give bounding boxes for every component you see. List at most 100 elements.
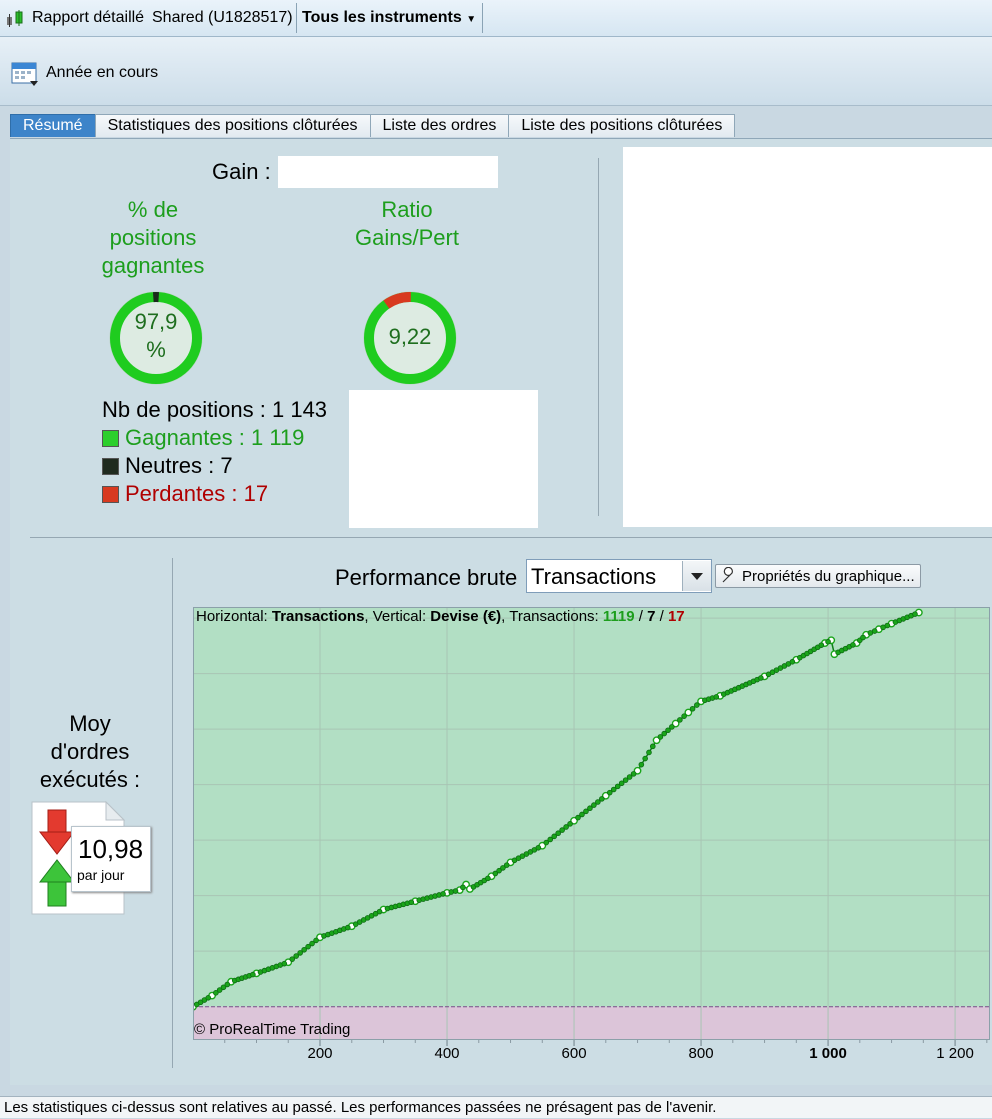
trade-marker [293, 953, 299, 959]
chart-header-slash: / [655, 608, 668, 625]
ratio-donut: 9,22 [358, 286, 462, 390]
data-point [570, 816, 578, 825]
legend-neutral: Neutres : 7 [102, 453, 233, 479]
instrument-dropdown[interactable]: Tous les instruments ▼ [298, 3, 476, 33]
tab-orders-list[interactable]: Liste des ordres [369, 114, 510, 137]
trade-marker [289, 956, 296, 962]
period-button[interactable]: Année en cours [10, 57, 158, 89]
chevron-down-icon [691, 573, 703, 580]
divider [172, 558, 173, 1068]
chart-header-vertical-value: Devise (€) [430, 608, 502, 625]
win-rate-title: % de positions gagnantes [90, 196, 216, 280]
trade-marker [587, 805, 593, 812]
orders-title-line: d'ordres [50, 739, 130, 764]
win-rate-value: 97,9 % [104, 308, 208, 364]
trade-marker [500, 865, 506, 871]
gain-label: Gain : [212, 159, 271, 184]
gain-value-box [278, 156, 498, 188]
tab-closed-positions-list[interactable]: Liste des positions clôturées [508, 114, 736, 137]
trade-marker [622, 777, 629, 783]
chart-header-horizontal-value: Transactions [271, 608, 365, 625]
trade-marker [213, 990, 219, 996]
report-title: Rapport détaillé [32, 9, 145, 26]
trade-marker [614, 783, 621, 790]
positions-count: Nb de positions : 1 143 [102, 397, 328, 422]
performance-label: Performance brute [335, 565, 518, 590]
trade-marker [591, 802, 597, 808]
trade-marker [649, 743, 656, 750]
chart-header-horizontal-label: Horizontal: [196, 608, 272, 625]
x-tick-label: 200 [307, 1045, 333, 1062]
trade-marker [884, 622, 891, 629]
chart-header-transactions-label: , Transactions: [501, 608, 603, 625]
performance-select-dropdown-button[interactable] [682, 561, 711, 591]
x-tick-label: 800 [688, 1045, 714, 1062]
trade-marker [492, 870, 499, 877]
data-point [652, 736, 661, 745]
tab-resume[interactable]: Résumé [10, 114, 96, 137]
data-point [633, 766, 642, 775]
orders-value: 10,98 [78, 834, 144, 864]
trade-marker [860, 634, 866, 641]
trade-marker [657, 734, 664, 740]
trade-marker [460, 884, 466, 891]
neutral-swatch [102, 457, 119, 475]
period-label: Année en cours [46, 64, 159, 81]
trade-marker [758, 675, 764, 681]
orders-title-line: Moy [69, 711, 111, 736]
x-tick-label: 600 [561, 1045, 587, 1062]
calendar-icon [11, 62, 38, 86]
trade-marker [496, 867, 502, 874]
ratio-donut-graphic [363, 291, 457, 385]
trade-marker [313, 937, 319, 944]
trade-marker [220, 984, 227, 991]
chart-properties-button[interactable]: Propriétés du graphique... [715, 564, 921, 588]
performance-select[interactable] [526, 559, 712, 593]
trade-marker [606, 789, 613, 796]
trade-marker [661, 730, 668, 737]
trade-marker [408, 899, 415, 906]
trade-marker [224, 981, 231, 988]
trade-marker [694, 702, 700, 708]
win-rate-title-line: gagnantes [101, 253, 205, 278]
trade-marker [818, 642, 825, 648]
orders-unit: par jour [77, 867, 125, 883]
trade-marker [485, 875, 491, 882]
trade-marker [825, 638, 831, 645]
trade-marker [297, 950, 303, 956]
data-point [684, 708, 693, 717]
trade-marker [543, 839, 550, 846]
trade-marker [669, 724, 675, 730]
trade-marker [551, 833, 557, 840]
account-label: Shared (U1828517) [152, 9, 293, 26]
losers-swatch [102, 485, 119, 503]
legend-winners: Gagnantes : 1 119 [102, 425, 304, 451]
legend-losers: Perdantes : 17 [102, 481, 268, 507]
win-rate-value-line: 97,9 [134, 309, 178, 334]
separator [482, 3, 483, 33]
trade-marker [567, 821, 573, 827]
trade-marker [559, 827, 565, 833]
win-rate-donut-graphic [109, 291, 203, 385]
divider [30, 537, 992, 538]
chart-header: Horizontal: Transactions, Vertical: Devi… [196, 608, 685, 625]
x-tick-label: 400 [434, 1045, 460, 1062]
trade-marker [305, 943, 311, 950]
candlestick-icon [7, 10, 23, 27]
win-rate-title-line: % de [127, 197, 179, 222]
wrench-icon [722, 567, 733, 583]
trade-marker [575, 814, 581, 821]
chart-frame [193, 607, 990, 1040]
winners-label: Gagnantes : 1 119 [125, 425, 305, 450]
chart-header-neutral: 7 [647, 608, 656, 625]
trade-marker [689, 705, 696, 712]
chart-copyright: © ProRealTime Trading [194, 1021, 351, 1038]
arrow-down-icon [38, 809, 76, 855]
winners-swatch [102, 429, 119, 447]
trade-marker [344, 924, 351, 931]
tab-closed-positions-stats[interactable]: Statistiques des positions clôturées [94, 114, 371, 137]
trade-marker [610, 786, 617, 793]
trade-marker [871, 628, 878, 634]
trade-marker [665, 727, 671, 734]
x-tick-label: 1 000 [809, 1045, 847, 1062]
